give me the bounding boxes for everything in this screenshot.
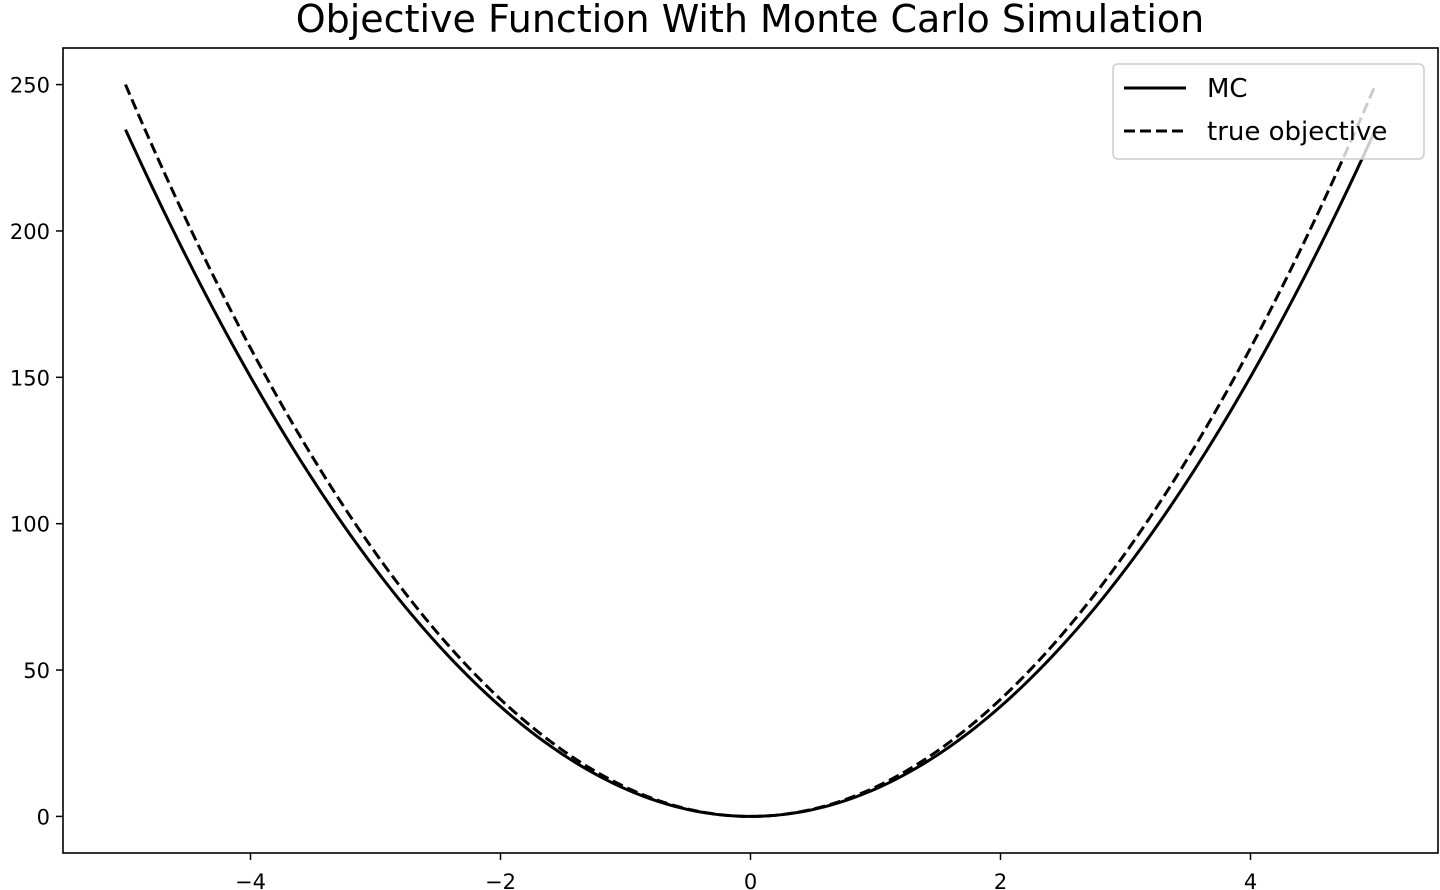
- y-tick-label: 100: [10, 513, 50, 537]
- x-tick-label: 4: [1244, 870, 1257, 890]
- legend-label-mc: MC: [1207, 74, 1248, 104]
- y-tick-label: 200: [10, 220, 50, 244]
- x-tick-label: −4: [235, 870, 266, 890]
- plot-frame: [62, 47, 1439, 854]
- legend-frame: [1112, 63, 1425, 160]
- y-tick-label: 150: [10, 366, 50, 390]
- series-line-mc: [124, 128, 1377, 818]
- chart-title: Objective Function With Monte Carlo Simu…: [296, 0, 1205, 41]
- y-tick-label: 250: [10, 74, 50, 98]
- x-tick-label: 0: [744, 870, 757, 890]
- y-tick-label: 0: [37, 805, 50, 829]
- series-line-true-objective: [124, 83, 1377, 818]
- y-axis: 0 50 100 150 200 250: [10, 74, 63, 829]
- legend: MC true objective: [1112, 63, 1425, 160]
- legend-label-true-objective: true objective: [1207, 117, 1387, 147]
- x-axis: −4 −2 0 2 4: [235, 853, 1257, 890]
- series-layer: [124, 83, 1377, 818]
- y-tick-label: 50: [23, 659, 50, 683]
- x-tick-label: −2: [485, 870, 516, 890]
- x-tick-label: 2: [994, 870, 1007, 890]
